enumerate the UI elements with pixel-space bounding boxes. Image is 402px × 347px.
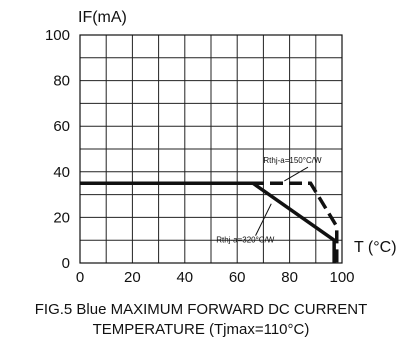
x-tick-label: 80 [281, 269, 298, 286]
y-tick-label: 100 [45, 27, 70, 44]
series-layer [80, 181, 339, 263]
y-tick-label: 80 [53, 73, 70, 90]
x-tick-label: 100 [329, 269, 354, 286]
annotation-rth-320: Rthj-a=320°C/W [216, 235, 275, 244]
y-tick-label: 20 [53, 209, 70, 226]
x-tick-label: 0 [76, 269, 84, 286]
y-axis-title: IF(mA) [78, 9, 127, 26]
annotations: Rthj-a=150°C/W Rthj-a=320°C/W [216, 156, 322, 245]
y-tick-label: 0 [62, 255, 70, 272]
x-axis-title: T (°C) [354, 239, 397, 256]
series-line [80, 181, 336, 263]
tick-labels: 0 20 40 60 80 100 0 20 40 60 80 100 [45, 27, 355, 286]
annotation-rth-150: Rthj-a=150°C/W [263, 156, 322, 165]
series-line [80, 181, 339, 263]
annotation-leader-150 [284, 166, 309, 182]
plot-frame [79, 34, 343, 264]
y-tick-label: 60 [53, 118, 70, 135]
figure-caption-line-1: FIG.5 Blue MAXIMUM FORWARD DC CURRENT [34, 301, 368, 318]
figure-caption-line-2: TEMPERATURE (Tjmax=110°C) [92, 321, 310, 338]
x-tick-label: 20 [124, 269, 141, 286]
x-tick-label: 40 [176, 269, 193, 286]
x-tick-label: 60 [229, 269, 246, 286]
annotation-leader-320 [255, 203, 272, 236]
grid [79, 34, 343, 264]
y-tick-label: 40 [53, 164, 70, 181]
